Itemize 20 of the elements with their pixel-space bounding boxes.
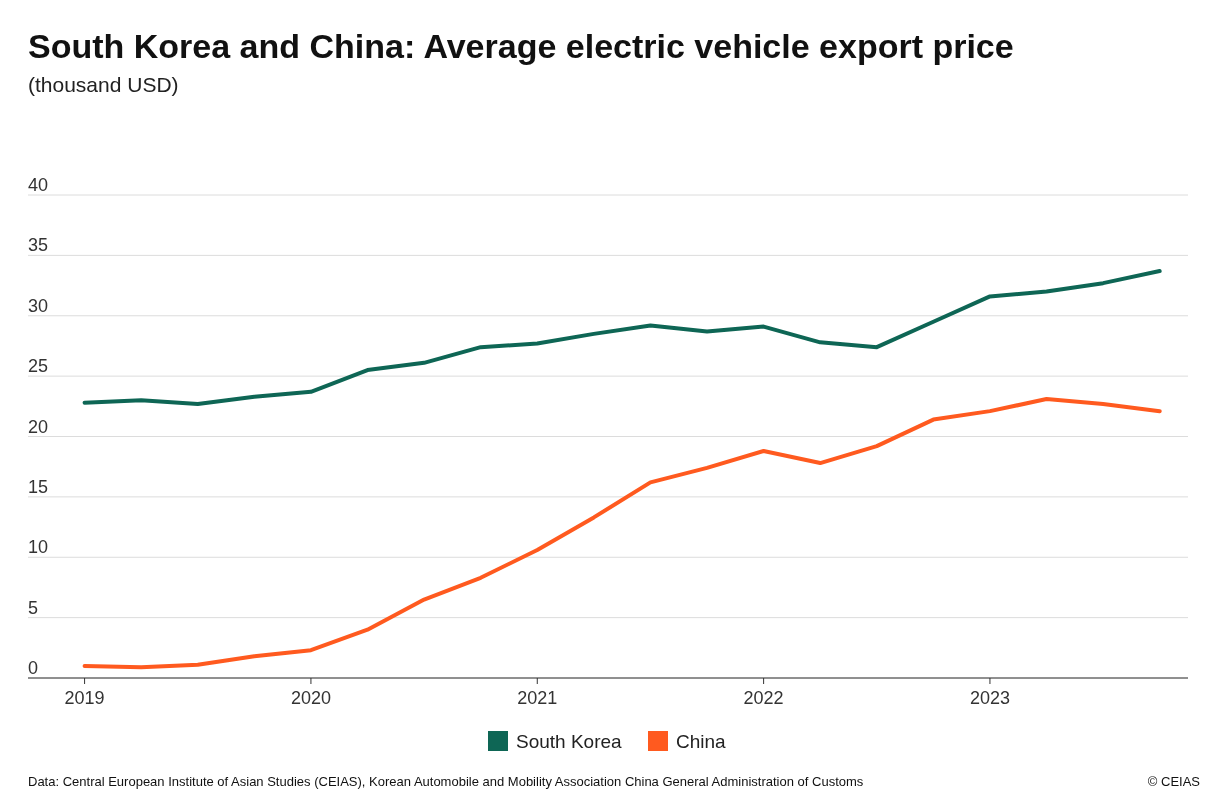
chart-title: South Korea and China: Average electric vehicle export price	[28, 27, 1014, 65]
chart-subtitle: (thousand USD)	[28, 73, 179, 96]
y-tick-label: 30	[28, 295, 49, 316]
y-tick-label: 10	[28, 537, 49, 558]
y-tick-label: 40	[28, 175, 49, 195]
x-tick-label: 2020	[290, 688, 331, 708]
x-tick-label: 2022	[743, 688, 784, 708]
text: © CEIAS	[1147, 774, 1201, 789]
y-tick-label: 20	[28, 416, 49, 437]
x-tick-label: 2021	[517, 688, 558, 708]
y-tick-label: 35	[28, 235, 49, 256]
text: Data: Central European Institute of Asian Studies (CEIAS), Korean Automobile and Mobility Association China General Administration of Customs	[28, 774, 864, 789]
y-tick-label: 5	[28, 597, 39, 618]
y-tick-label: 0	[28, 658, 39, 678]
legend-label: South Korea	[516, 731, 623, 752]
legend-label: China	[676, 731, 727, 752]
y-tick-label: 25	[28, 356, 49, 377]
x-tick-label: 2019	[64, 688, 105, 708]
x-tick-label: 2023	[969, 688, 1010, 708]
y-tick-label: 15	[28, 476, 49, 497]
